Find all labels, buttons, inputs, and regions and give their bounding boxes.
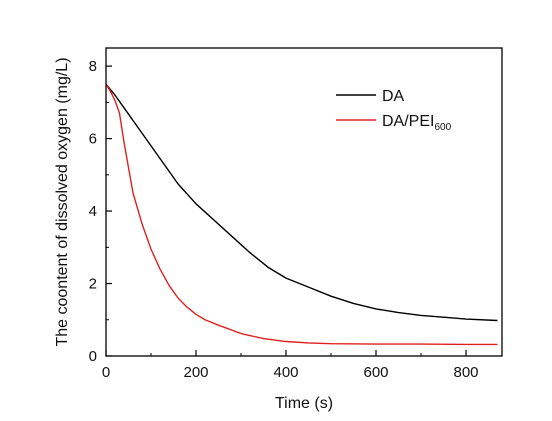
legend-label-0: DA xyxy=(382,88,405,105)
series-line-0 xyxy=(105,83,498,322)
y-tick-label: 8 xyxy=(89,58,97,75)
x-tick-label: 600 xyxy=(363,364,388,381)
ticks-layer: 0 200 400 600 800 0 2 4 6 8 xyxy=(89,58,479,381)
legend-label-subscript: 600 xyxy=(434,122,451,133)
plot-frame xyxy=(105,47,503,357)
x-tick-label: 800 xyxy=(453,364,478,381)
y-tick-label: 0 xyxy=(89,348,97,365)
y-tick-label: 4 xyxy=(89,203,97,220)
x-axis-title: Time (s) xyxy=(275,395,333,412)
y-tick-label: 2 xyxy=(89,276,97,293)
x-tick-label: 200 xyxy=(183,364,208,381)
legend: DA DA/PEI600 xyxy=(336,88,452,133)
series-layer xyxy=(105,83,498,346)
y-tick-label: 6 xyxy=(89,131,97,148)
series-line-1 xyxy=(105,83,498,346)
legend-label-text: DA xyxy=(382,88,405,105)
x-tick-label: 400 xyxy=(273,364,298,381)
x-tick-label: 0 xyxy=(102,364,110,381)
legend-label-1: DA/PEI600 xyxy=(382,113,452,133)
plot-area xyxy=(105,83,498,346)
legend-label-text: DA/PEI xyxy=(382,113,434,130)
y-axis-title: The coontent of dissolved oxygen (mg/L) xyxy=(54,57,71,346)
